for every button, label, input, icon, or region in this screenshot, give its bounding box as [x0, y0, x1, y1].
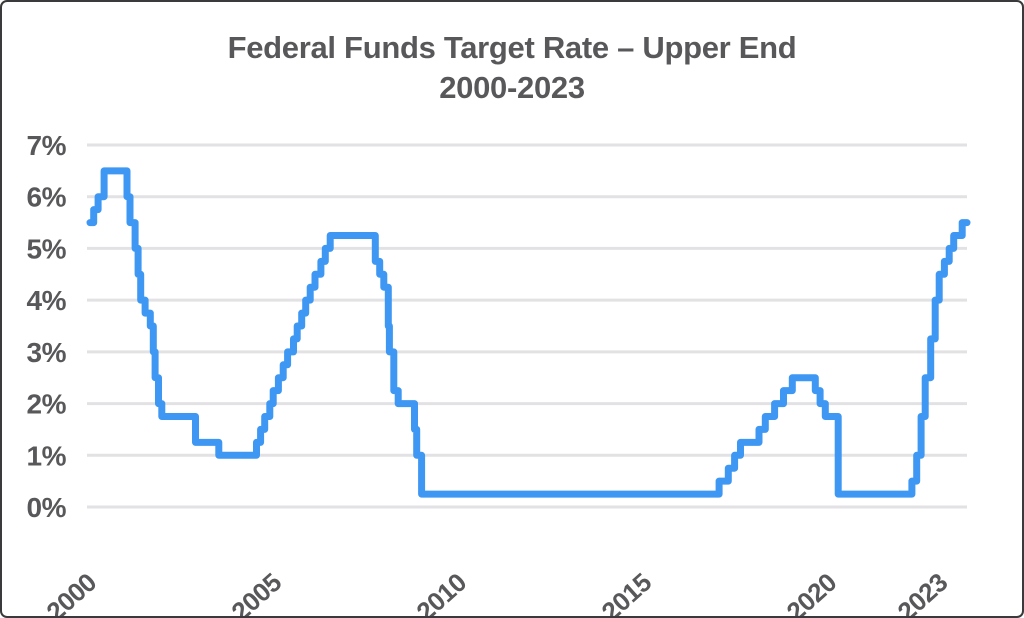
- y-axis-tick-label: 1%: [27, 440, 67, 471]
- y-axis-tick-label: 4%: [27, 285, 67, 316]
- x-axis-tick-label: 2020: [781, 567, 843, 618]
- x-axis-tick-label: 2005: [225, 567, 287, 618]
- x-axis-tick-label: 2015: [596, 567, 658, 618]
- chart-title: Federal Funds Target Rate – Upper End 20…: [2, 28, 1022, 108]
- x-axis-tick-label: 2023: [892, 567, 954, 618]
- y-axis-tick-label: 0%: [27, 492, 67, 523]
- rate-line-series: [86, 167, 971, 498]
- x-axis-tick-label: 2010: [410, 567, 472, 618]
- y-axis-tick-label: 6%: [27, 182, 67, 213]
- chart-title-line2: 2000-2023: [439, 70, 585, 105]
- y-axis-tick-label: 5%: [27, 233, 67, 264]
- y-axis-tick-label: 7%: [27, 130, 67, 161]
- x-axis-tick-label: 2000: [40, 567, 102, 618]
- y-axis-tick-label: 2%: [27, 389, 67, 420]
- y-axis-tick-label: 3%: [27, 337, 67, 368]
- chart-title-line1: Federal Funds Target Rate – Upper End: [227, 30, 797, 65]
